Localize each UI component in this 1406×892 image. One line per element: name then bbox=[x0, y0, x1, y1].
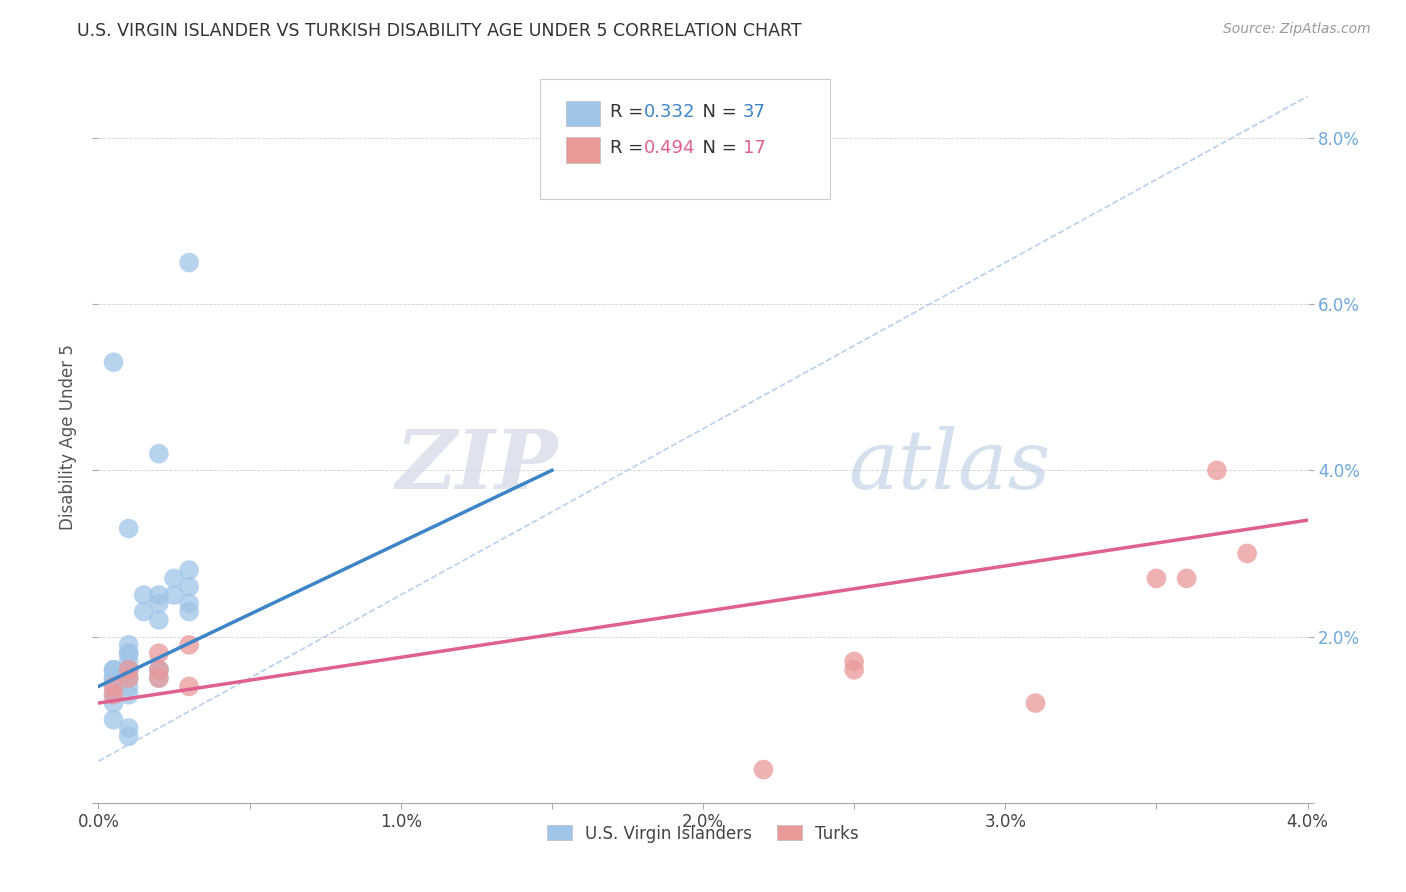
Text: 37: 37 bbox=[742, 103, 766, 120]
Point bbox=[752, 763, 775, 777]
Point bbox=[179, 255, 201, 269]
Point bbox=[118, 663, 141, 677]
Bar bbox=[567, 137, 600, 163]
FancyBboxPatch shape bbox=[540, 78, 830, 200]
Point bbox=[103, 663, 125, 677]
Text: 0.332: 0.332 bbox=[644, 103, 695, 120]
Point bbox=[163, 571, 186, 585]
Point bbox=[179, 563, 201, 577]
Point bbox=[1025, 696, 1047, 710]
Point bbox=[179, 605, 201, 619]
Point bbox=[118, 721, 141, 735]
Point bbox=[148, 646, 170, 660]
Point bbox=[118, 671, 141, 685]
Point bbox=[103, 688, 125, 702]
Point bbox=[118, 638, 141, 652]
Point bbox=[148, 663, 170, 677]
Point bbox=[103, 680, 125, 694]
Text: R =: R = bbox=[610, 139, 650, 157]
Point bbox=[118, 655, 141, 669]
Point bbox=[118, 646, 141, 660]
Point bbox=[148, 588, 170, 602]
Text: 17: 17 bbox=[742, 139, 766, 157]
Point bbox=[179, 680, 201, 694]
Point bbox=[844, 655, 866, 669]
Point bbox=[103, 671, 125, 685]
Point bbox=[179, 596, 201, 610]
Text: ZIP: ZIP bbox=[395, 426, 558, 507]
Text: N =: N = bbox=[690, 139, 742, 157]
Text: 0.494: 0.494 bbox=[644, 139, 695, 157]
Text: N =: N = bbox=[690, 103, 742, 120]
Point bbox=[103, 663, 125, 677]
Point bbox=[118, 671, 141, 685]
Y-axis label: Disability Age Under 5: Disability Age Under 5 bbox=[59, 344, 77, 530]
Point bbox=[132, 605, 155, 619]
Point bbox=[118, 663, 141, 677]
Point bbox=[844, 663, 866, 677]
Point bbox=[118, 663, 141, 677]
Point bbox=[179, 638, 201, 652]
Point bbox=[1236, 546, 1258, 560]
Text: R =: R = bbox=[610, 103, 650, 120]
Bar bbox=[567, 101, 600, 127]
Point bbox=[103, 680, 125, 694]
Point bbox=[103, 713, 125, 727]
Point bbox=[1146, 571, 1168, 585]
Point bbox=[118, 680, 141, 694]
Point bbox=[148, 447, 170, 461]
Point bbox=[118, 646, 141, 660]
Point bbox=[118, 688, 141, 702]
Point bbox=[179, 580, 201, 594]
Point bbox=[148, 663, 170, 677]
Point bbox=[103, 671, 125, 685]
Point bbox=[103, 688, 125, 702]
Point bbox=[103, 355, 125, 369]
Point bbox=[163, 588, 186, 602]
Point bbox=[148, 596, 170, 610]
Point bbox=[148, 671, 170, 685]
Point bbox=[118, 729, 141, 743]
Text: Source: ZipAtlas.com: Source: ZipAtlas.com bbox=[1223, 22, 1371, 37]
Point bbox=[118, 521, 141, 535]
Legend: U.S. Virgin Islanders, Turks: U.S. Virgin Islanders, Turks bbox=[540, 818, 866, 849]
Point bbox=[1175, 571, 1198, 585]
Point bbox=[103, 696, 125, 710]
Text: U.S. VIRGIN ISLANDER VS TURKISH DISABILITY AGE UNDER 5 CORRELATION CHART: U.S. VIRGIN ISLANDER VS TURKISH DISABILI… bbox=[77, 22, 801, 40]
Text: atlas: atlas bbox=[848, 426, 1050, 507]
Point bbox=[148, 613, 170, 627]
Point bbox=[148, 663, 170, 677]
Point bbox=[132, 588, 155, 602]
Point bbox=[148, 671, 170, 685]
Point bbox=[1206, 463, 1229, 477]
